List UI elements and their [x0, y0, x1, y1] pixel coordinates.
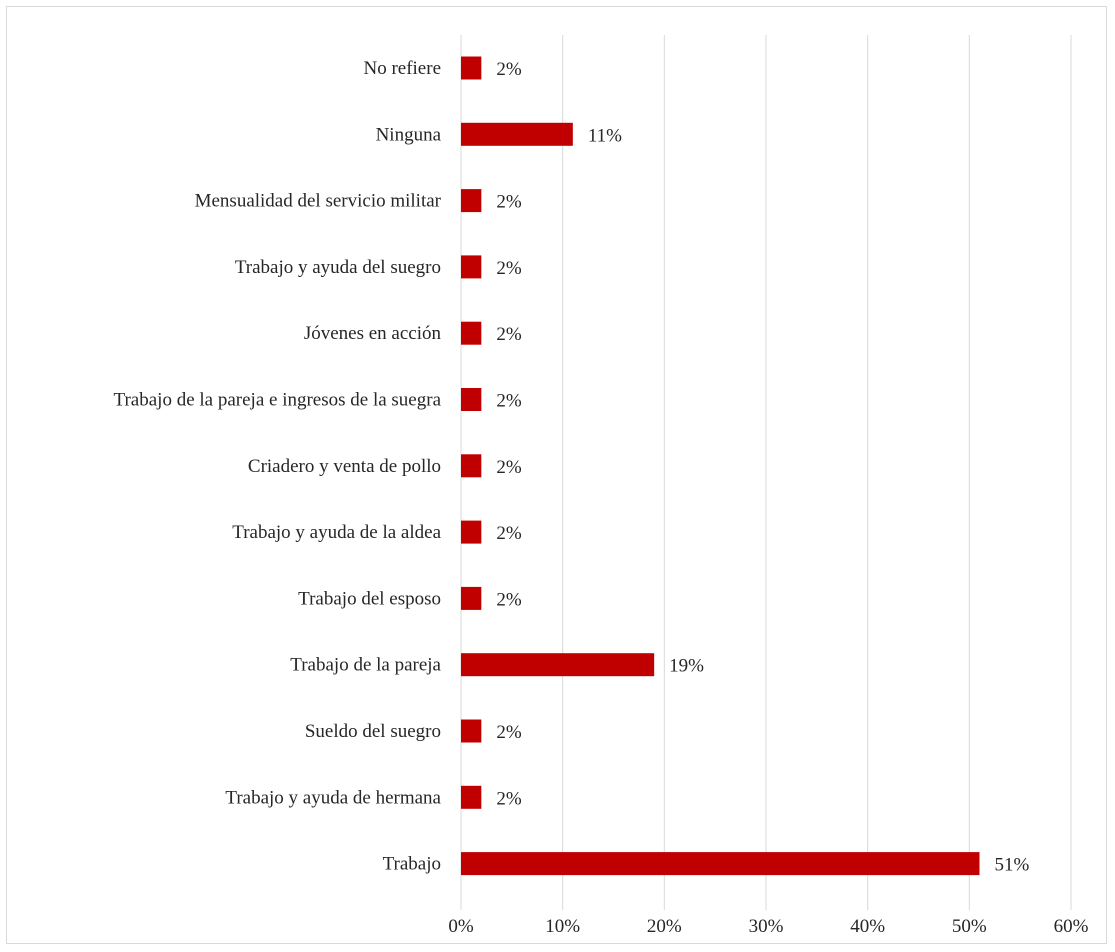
data-label: 51% [995, 855, 1030, 876]
data-label: 2% [496, 788, 522, 809]
category-label: Trabajo de la pareja e ingresos de la su… [114, 390, 442, 411]
bar [461, 785, 482, 809]
bar [461, 189, 482, 213]
x-tick-label: 30% [749, 916, 784, 937]
data-labels: 2% 11% 2% 2% 2% 2% 2% 2% 2% 19% 2% 2% 51% [496, 59, 1029, 876]
chart-frame [6, 6, 1107, 944]
x-tick-label: 40% [850, 916, 885, 937]
data-label: 2% [496, 457, 522, 478]
x-tick-label: 0% [448, 916, 474, 937]
category-label: Trabajo y ayuda del suegro [235, 257, 441, 278]
x-tick-label: 60% [1054, 916, 1089, 937]
bar [461, 122, 573, 146]
category-label: Trabajo de la pareja [290, 655, 441, 676]
bar [461, 520, 482, 544]
data-label: 2% [496, 192, 522, 213]
bar [461, 56, 482, 80]
data-label: 2% [496, 258, 522, 279]
category-label: No refiere [363, 58, 441, 79]
data-label: 2% [496, 324, 522, 345]
category-label: Trabajo y ayuda de hermana [225, 787, 441, 808]
category-label: Ninguna [376, 124, 442, 145]
bar [461, 255, 482, 279]
category-label: Sueldo del suegro [305, 721, 441, 742]
data-label: 11% [588, 125, 622, 146]
category-label: Mensualidad del servicio militar [195, 191, 442, 212]
bar [461, 852, 980, 876]
data-label: 2% [496, 589, 522, 610]
bars [461, 56, 980, 876]
bar [461, 454, 482, 478]
x-tick-label: 50% [952, 916, 987, 937]
data-label: 2% [496, 59, 522, 80]
data-label: 19% [669, 656, 704, 677]
category-label: Criadero y venta de pollo [248, 456, 441, 477]
category-labels: No refiere Ninguna Mensualidad del servici… [114, 58, 442, 875]
data-label: 2% [496, 391, 522, 412]
bar [461, 653, 655, 677]
data-label: 2% [496, 722, 522, 743]
x-tick-label: 20% [647, 916, 682, 937]
category-label: Trabajo del esposo [298, 588, 441, 609]
data-label: 2% [496, 523, 522, 544]
category-label: Trabajo y ayuda de la aldea [232, 522, 441, 543]
x-axis-tick-labels: 0% 10% 20% 30% 40% 50% 60% [448, 916, 1088, 937]
bar [461, 388, 482, 411]
x-tick-label: 10% [545, 916, 580, 937]
category-label: Jóvenes en acción [304, 323, 442, 344]
category-label: Trabajo [383, 854, 441, 875]
bar [461, 719, 482, 743]
bar [461, 321, 482, 345]
gridlines [460, 35, 1072, 910]
bar [461, 586, 482, 610]
